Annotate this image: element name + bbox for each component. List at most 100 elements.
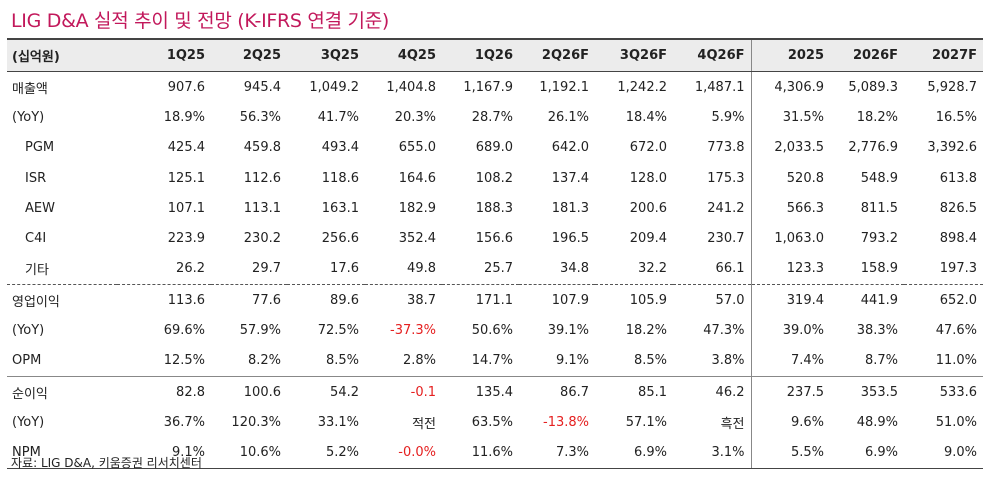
table-cell: 112.6 <box>243 170 281 186</box>
column-header: 2Q26F <box>519 38 595 72</box>
table-cell: 548.9 <box>860 170 898 186</box>
table-cell: 39.0% <box>750 315 830 346</box>
unit-header: (십억원) <box>7 38 117 72</box>
table-row: NPM 9.1% 10.6% 5.2% -0.0% 11.6% 7.3% 6.9% 3.1% 5.… <box>7 437 983 469</box>
table-cell: 163.1 <box>321 200 359 216</box>
table-cell: 107.1 <box>167 200 205 216</box>
table-cell: 3,392.6 <box>927 140 977 156</box>
table-cell: 18.9% <box>163 109 205 125</box>
table-cell: 135.4 <box>442 375 519 408</box>
table-row: AEW 107.1 113.1 163.1 182.9 188.3 181.3 200.6 24… <box>7 193 983 224</box>
table-cell: 125.1 <box>167 170 205 186</box>
table-cell: 164.6 <box>398 170 436 186</box>
table-row: 매출액 907.6 945.4 1,049.2 1,404.8 1,167.9 1,192.… <box>7 71 983 103</box>
table-cell: 38.3% <box>856 323 898 339</box>
table-cell: 8.2% <box>247 353 281 369</box>
table-cell: 793.2 <box>860 231 898 247</box>
table-cell: 1,242.2 <box>617 79 667 95</box>
table-cell: 5.5% <box>750 437 830 469</box>
table-cell: 9.6% <box>750 407 830 438</box>
table-cell: 31.5% <box>750 102 830 133</box>
table-cell: 57.0 <box>673 284 751 316</box>
table-cell: 613.8 <box>939 170 977 186</box>
table-cell: 907.6 <box>167 79 205 95</box>
table-cell: 7.3% <box>519 437 595 469</box>
table-cell: 3.1% <box>673 437 751 469</box>
table-cell: 2,776.9 <box>848 140 898 156</box>
table-cell: 10.6% <box>211 437 287 469</box>
table-cell: 적전 <box>412 416 436 432</box>
table-row: (YoY) 69.6% 57.9% 72.5% -37.3% 50.6% 39.1% 18.2… <box>7 315 983 346</box>
row-label: (YoY) <box>12 414 45 430</box>
table-cell: 188.3 <box>475 200 513 216</box>
table-cell: 17.6 <box>330 261 359 277</box>
table-cell: 826.5 <box>939 200 977 216</box>
table-cell: 57.9% <box>239 323 281 339</box>
row-label: PGM <box>25 140 55 156</box>
table-cell: 171.1 <box>442 284 519 316</box>
table-cell: 25.7 <box>484 261 513 277</box>
column-header: 1Q25 <box>117 38 211 72</box>
table-cell: 1,167.9 <box>463 79 513 95</box>
table-cell: 6.9% <box>830 437 904 469</box>
table-cell: 123.3 <box>750 253 830 285</box>
column-header: 4Q25 <box>365 38 442 72</box>
table-cell: 113.1 <box>243 200 281 216</box>
earnings-table: (십억원) 1Q25 2Q25 3Q25 4Q25 1Q26 2Q26F 3Q2… <box>7 38 983 469</box>
table-cell: 47.3% <box>703 323 745 339</box>
table-cell: 3.8% <box>711 353 745 369</box>
table-cell: 66.1 <box>715 261 745 277</box>
table-cell: 1,404.8 <box>386 79 436 95</box>
table-cell: 85.1 <box>595 375 673 408</box>
row-label: 기타 <box>25 263 49 279</box>
row-label: 영업이익 <box>7 284 117 316</box>
table-cell: 256.6 <box>321 231 359 247</box>
table-cell: 63.5% <box>471 414 513 430</box>
table-cell: 16.5% <box>935 109 977 125</box>
table-cell: 566.3 <box>750 193 830 224</box>
table-cell: 196.5 <box>551 231 589 247</box>
table-cell: 18.4% <box>625 109 667 125</box>
table-cell: 50.6% <box>471 323 513 339</box>
table-cell: 230.2 <box>243 231 281 247</box>
table-row: 영업이익 113.6 77.6 89.6 38.7 171.1 107.9 105.9 57.0… <box>7 284 983 316</box>
header-row: (십억원) 1Q25 2Q25 3Q25 4Q25 1Q26 2Q26F 3Q2… <box>7 38 983 72</box>
table-cell: 655.0 <box>398 140 436 156</box>
source-note: 자료: LIG D&A, 키움증권 리서치센터 <box>11 456 202 470</box>
report-title: LIG D&A 실적 추이 및 전망 (K-IFRS 연결 기준) <box>11 10 389 32</box>
table-cell: 26.1% <box>547 109 589 125</box>
table-cell: 41.7% <box>317 109 359 125</box>
table-row: (YoY) 36.7% 120.3% 33.1% 적전 63.5% -13.8% 57.1% 흑… <box>7 407 983 438</box>
column-header: 2027F <box>904 38 983 72</box>
table-cell: 5.9% <box>711 109 745 125</box>
row-label: NPM <box>7 437 117 469</box>
table-cell: 425.4 <box>167 140 205 156</box>
table-row: C4I 223.9 230.2 256.6 352.4 156.6 196.5 209.4 23… <box>7 223 983 254</box>
column-header: 3Q26F <box>595 38 673 72</box>
table-cell: 54.2 <box>287 375 365 408</box>
table-cell: 77.6 <box>211 284 287 316</box>
table-cell: 945.4 <box>243 79 281 95</box>
table-cell: 175.3 <box>707 170 745 186</box>
table-cell: 898.4 <box>939 231 977 247</box>
table-cell: 29.7 <box>252 261 281 277</box>
table-cell: 82.8 <box>117 375 211 408</box>
table-cell: 137.4 <box>551 170 589 186</box>
table-cell: 4,306.9 <box>750 71 830 103</box>
table-cell: 241.2 <box>707 200 745 216</box>
table-cell: 520.8 <box>750 162 830 194</box>
table-cell: 493.4 <box>321 140 359 156</box>
row-label: 매출액 <box>12 81 48 97</box>
table-cell: 642.0 <box>551 140 589 156</box>
table-cell: 9.1% <box>117 437 211 469</box>
table-cell: 6.9% <box>595 437 673 469</box>
table-cell: 672.0 <box>629 140 667 156</box>
table-cell: 107.9 <box>519 284 595 316</box>
row-label: AEW <box>25 200 55 216</box>
table-cell: 9.0% <box>904 437 983 469</box>
table-cell: -0.1 <box>365 375 442 408</box>
table-cell: 49.8 <box>407 261 436 277</box>
table-cell: -0.0% <box>365 437 442 469</box>
column-header: 4Q26F <box>673 38 751 72</box>
table-cell: 353.5 <box>830 375 904 408</box>
